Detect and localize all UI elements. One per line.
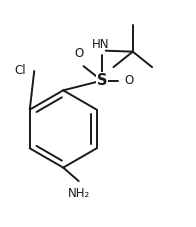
Text: HN: HN xyxy=(92,38,110,51)
Text: Cl: Cl xyxy=(14,64,25,77)
Text: NH₂: NH₂ xyxy=(68,187,90,200)
Text: O: O xyxy=(74,47,83,60)
Text: O: O xyxy=(124,74,133,87)
Text: S: S xyxy=(97,73,107,88)
